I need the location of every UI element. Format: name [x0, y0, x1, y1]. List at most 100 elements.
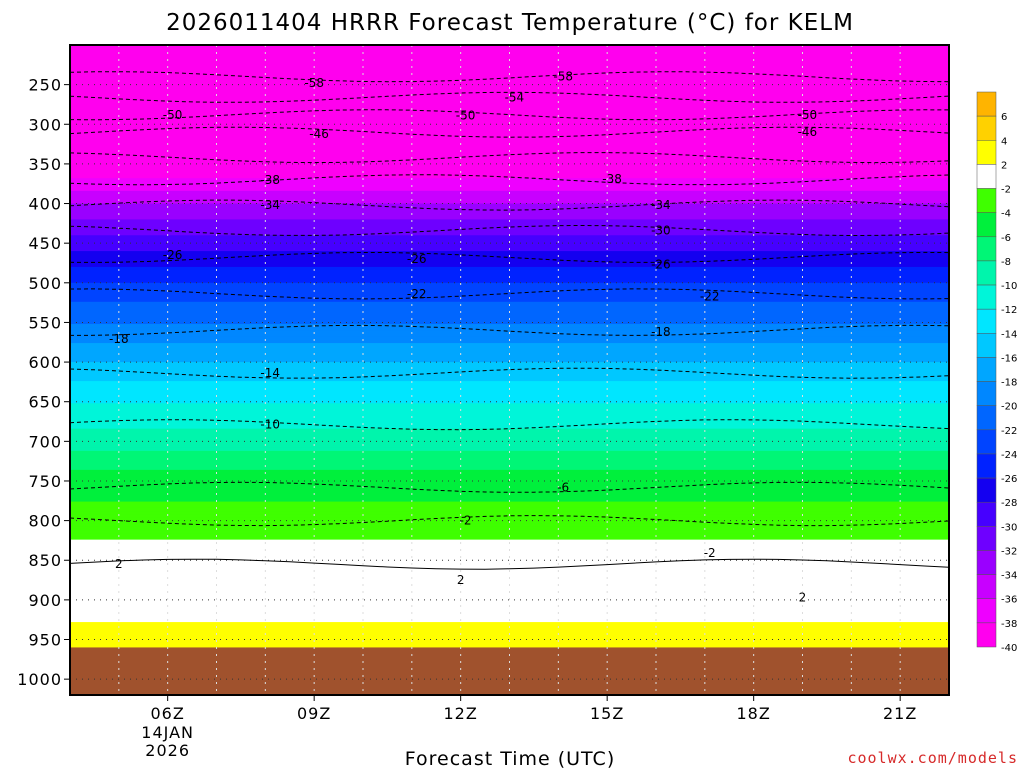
temperature-band: [70, 175, 949, 179]
contour-label: -14: [260, 366, 280, 380]
colorbar: 6 4 2 -2 -4 -6 -8 -10 -12 -14 -16 -18 -20 -22 -24 -26 -2…: [976, 91, 1017, 654]
colorbar-swatch: [976, 260, 997, 286]
temperature-band: [70, 622, 949, 626]
temperature-band: [70, 349, 949, 354]
temperature-band: [70, 171, 949, 176]
temperature-band: [70, 181, 949, 186]
x-tick-label: 18Z: [737, 704, 771, 723]
colorbar-label: -4: [1001, 209, 1011, 220]
temperature-band: [70, 143, 949, 148]
temperature-band: [70, 565, 949, 569]
temperature-band: [70, 194, 949, 198]
temperature-band: [70, 435, 949, 439]
temperature-band: [70, 263, 949, 268]
temperature-band: [70, 311, 949, 316]
temperature-band: [70, 419, 949, 423]
colorbar-label: -26: [1001, 474, 1017, 485]
temperature-band: [70, 241, 949, 246]
temperature-band: [70, 530, 949, 534]
temperature-band: [70, 48, 949, 52]
contour-label: -34: [260, 198, 280, 212]
temperature-band: [70, 431, 949, 436]
temperature-band: [70, 140, 949, 144]
temperature-band: [70, 266, 949, 271]
temperature-band: [70, 83, 949, 87]
contour-label: 2: [799, 591, 807, 605]
y-tick-label: 750: [28, 472, 62, 491]
temperature-band: [70, 628, 949, 633]
y-tick-label: 650: [28, 393, 62, 412]
colorbar-swatch: [976, 333, 997, 358]
temperature-band: [70, 117, 949, 122]
colorbar-swatch: [976, 429, 997, 455]
y-tick-label: 900: [28, 591, 62, 610]
temperature-band: [70, 346, 949, 350]
temperature-band: [70, 301, 949, 306]
colorbar-label: -36: [1001, 595, 1017, 606]
contour-label: -26: [651, 258, 671, 272]
y-tick-label: 950: [28, 631, 62, 650]
temperature-band: [70, 469, 949, 474]
contour-label: 2: [457, 573, 465, 587]
temperature-band: [70, 482, 949, 487]
temperature-band: [70, 336, 949, 341]
contour-label: -18: [109, 332, 129, 346]
temperature-band: [70, 285, 949, 290]
temperature-band: [70, 609, 949, 614]
temperature-band: [70, 574, 949, 579]
temperature-band: [70, 124, 949, 129]
colorbar-swatch: [976, 622, 997, 648]
temperature-band: [70, 165, 949, 170]
credit-link[interactable]: coolwx.com/models: [847, 749, 1018, 767]
contour-label: -34: [651, 198, 671, 212]
isotherm-contour: [70, 558, 949, 570]
y-tick-label: 600: [28, 353, 62, 372]
contour-label: -38: [260, 173, 280, 187]
temperature-band: [70, 67, 949, 71]
temperature-band: [70, 549, 949, 553]
temperature-band: [70, 501, 949, 506]
temperature-band: [70, 615, 949, 620]
colorbar-swatch: [976, 91, 997, 117]
y-tick-label: 500: [28, 274, 62, 293]
temperature-band: [70, 511, 949, 515]
colorbar-label: -32: [1001, 546, 1017, 557]
colorbar-label: -34: [1001, 571, 1017, 582]
colorbar-swatch: [976, 550, 997, 575]
x-axis-label: Forecast Time (UTC): [405, 748, 615, 768]
temperature-band: [70, 507, 949, 512]
temperature-band: [70, 444, 949, 449]
temperature-band: [70, 273, 949, 278]
temperature-band: [70, 130, 949, 135]
y-tick-label: 250: [28, 76, 62, 95]
temperature-band: [70, 593, 949, 598]
temperature-band: [70, 308, 949, 312]
temperature-band: [70, 362, 949, 366]
colorbar-swatch: [976, 115, 997, 141]
contour-label: -6: [557, 480, 569, 494]
temperature-band: [70, 476, 949, 480]
temperature-band: [70, 514, 949, 519]
plot-area: -58 -58 -54 -50 -50 -50 -46 -46 -38 -38 -34 -34 -30 -…: [70, 45, 949, 695]
temperature-band: [70, 111, 949, 116]
temperature-band: [70, 133, 949, 138]
contour-label: -58: [553, 70, 573, 84]
colorbar-label: -30: [1001, 522, 1017, 533]
colorbar-label: -28: [1001, 498, 1017, 509]
colorbar-swatch: [976, 284, 997, 310]
temperature-band: [70, 64, 949, 68]
temperature-band: [70, 612, 949, 617]
x-tick-label: 21Z: [883, 704, 917, 723]
temperature-band: [70, 251, 949, 255]
x-tick-date-label: 14JAN: [141, 723, 194, 742]
colorbar-swatch: [976, 453, 997, 479]
colorbar-label: -40: [1001, 643, 1017, 654]
temperature-band: [70, 460, 949, 465]
x-tick-label: 09Z: [297, 704, 331, 723]
colorbar-swatch: [976, 140, 997, 165]
y-axis: 250 300 350 400 450 500 550 600 650 700 750 800 850 9…: [17, 76, 70, 689]
temperature-band: [70, 479, 949, 484]
temperature-band: [70, 447, 949, 452]
colorbar-swatch: [976, 188, 997, 213]
